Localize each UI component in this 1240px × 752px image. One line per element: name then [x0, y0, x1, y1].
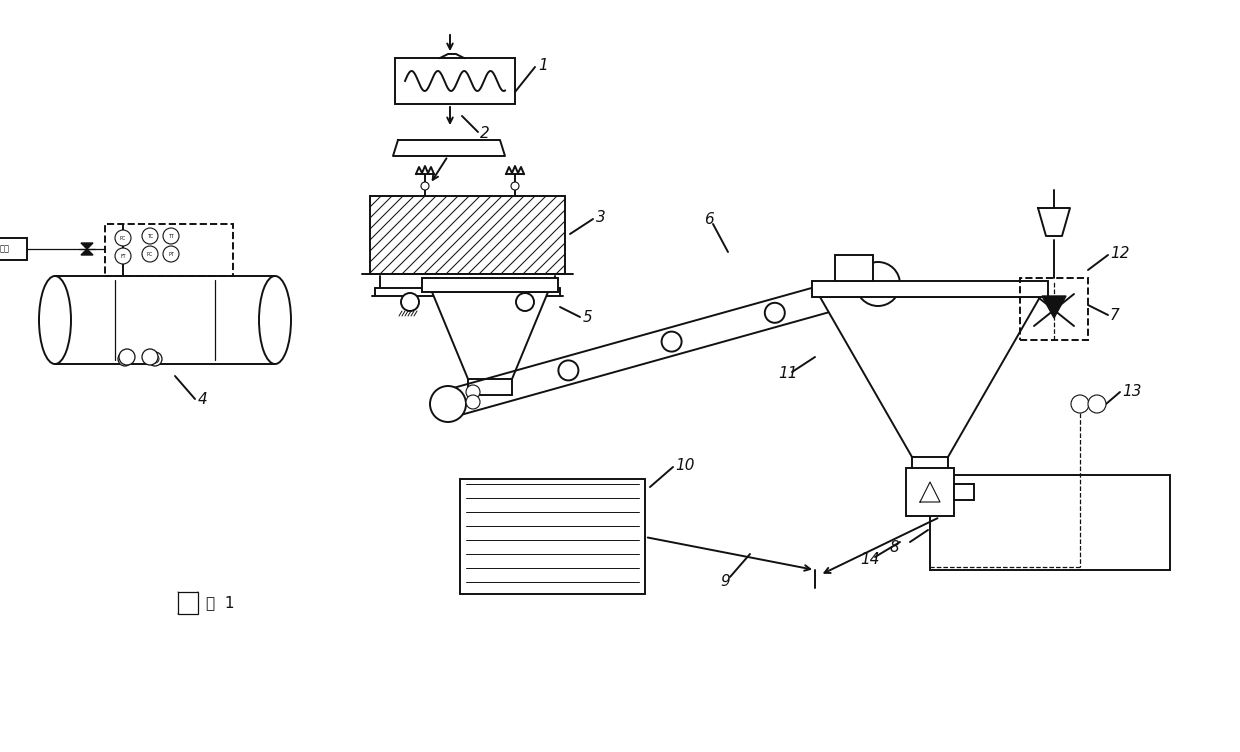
- Polygon shape: [81, 243, 93, 255]
- Text: 4: 4: [198, 393, 208, 408]
- Circle shape: [162, 246, 179, 262]
- Text: 图  1: 图 1: [206, 596, 234, 611]
- Text: 14: 14: [861, 551, 879, 566]
- Text: TC: TC: [146, 234, 153, 238]
- Bar: [422, 278, 558, 292]
- Circle shape: [466, 385, 480, 399]
- Text: 7: 7: [1110, 308, 1120, 323]
- Circle shape: [466, 395, 480, 409]
- Text: FT: FT: [120, 253, 125, 259]
- Circle shape: [558, 360, 578, 381]
- Text: 13: 13: [1122, 384, 1142, 399]
- Circle shape: [151, 355, 159, 363]
- Text: 蒸气: 蒸气: [0, 244, 10, 253]
- Circle shape: [162, 228, 179, 244]
- Polygon shape: [432, 292, 548, 379]
- Circle shape: [422, 182, 429, 190]
- Bar: [179, 592, 198, 614]
- Circle shape: [143, 246, 157, 262]
- Bar: [906, 468, 954, 516]
- Bar: [460, 479, 645, 594]
- Circle shape: [143, 228, 157, 244]
- Bar: [105, 224, 233, 276]
- Circle shape: [401, 293, 419, 311]
- Text: 11: 11: [777, 365, 797, 381]
- Text: PT: PT: [169, 251, 174, 256]
- Ellipse shape: [259, 276, 291, 364]
- Circle shape: [143, 349, 157, 365]
- Text: TT: TT: [169, 234, 174, 238]
- Bar: [930, 475, 1171, 570]
- Text: 9: 9: [720, 575, 730, 590]
- Text: PC: PC: [146, 251, 153, 256]
- Bar: [396, 58, 515, 104]
- Text: 1: 1: [538, 59, 548, 74]
- Circle shape: [516, 293, 534, 311]
- Text: 5: 5: [583, 311, 593, 326]
- Text: 2: 2: [480, 126, 490, 141]
- Ellipse shape: [38, 276, 71, 364]
- Circle shape: [430, 386, 466, 422]
- Circle shape: [511, 182, 520, 190]
- Text: 10: 10: [675, 459, 694, 474]
- Polygon shape: [820, 297, 1040, 457]
- Circle shape: [115, 230, 131, 246]
- Circle shape: [148, 352, 162, 366]
- Circle shape: [765, 303, 785, 323]
- Circle shape: [856, 262, 900, 306]
- Bar: [835, 255, 873, 281]
- Bar: [0, 238, 27, 260]
- Bar: [55, 276, 275, 364]
- Bar: [1021, 278, 1087, 340]
- Text: 6: 6: [704, 213, 714, 228]
- Circle shape: [118, 352, 131, 366]
- Circle shape: [115, 248, 131, 264]
- Text: PC: PC: [120, 235, 126, 241]
- Polygon shape: [1042, 296, 1066, 318]
- Circle shape: [119, 349, 135, 365]
- Text: 3: 3: [596, 211, 606, 226]
- Bar: [370, 196, 565, 274]
- Bar: [812, 281, 1048, 297]
- Circle shape: [122, 355, 129, 363]
- Circle shape: [1087, 395, 1106, 413]
- Circle shape: [1071, 395, 1089, 413]
- Circle shape: [662, 332, 682, 352]
- Bar: [954, 484, 973, 500]
- Polygon shape: [920, 482, 940, 502]
- Text: 12: 12: [1110, 247, 1130, 262]
- Text: 8: 8: [890, 539, 900, 554]
